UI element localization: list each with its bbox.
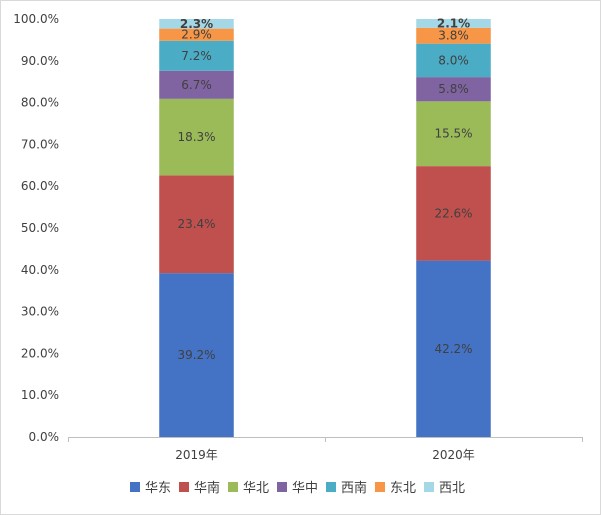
data-labels: 39.2% 23.4% 18.3% 6.7% 7.2% 2.9%2.3% 42.2% 22.6… [177,16,472,362]
legend-swatch [375,482,385,492]
legend-label: 西南 [341,480,367,496]
y-tick-label: 10.0% [21,388,59,402]
legend-label: 华北 [243,481,269,496]
y-axis: 0.0% 10.0% 20.0% 30.0% 40.0% 50.0% 60.0% 70.0% 8… [13,12,59,444]
data-label: 2.1% [437,16,470,30]
data-label: 22.6% [434,206,472,220]
y-tick-label: 40.0% [21,263,59,277]
legend-swatch [424,482,434,492]
bar-segment [416,77,491,102]
legend-label: 西北 [439,481,465,496]
legend-label: 华南 [194,480,220,496]
bars [159,19,491,437]
y-tick-label: 100.0% [13,12,59,26]
bar-segment [416,19,491,28]
bar-segment [159,70,234,99]
legend-swatch [326,482,336,492]
y-tick-label: 0.0% [29,430,60,444]
bar-segment [159,98,234,176]
y-tick-label: 60.0% [21,179,59,193]
legend-label: 华东 [145,481,171,496]
bar-segment [416,101,491,167]
legend-swatch [130,482,140,492]
y-tick-label: 70.0% [21,137,59,151]
data-label: 39.2% [177,348,215,362]
data-label: 7.2% [181,49,212,63]
y-tick-label: 30.0% [21,305,59,319]
y-tick-label: 90.0% [21,54,59,68]
y-tick-label: 50.0% [21,221,59,235]
legend: 华东 华南 华北 华中 西南 东北 西北 [130,480,465,496]
bar-segment [159,40,234,71]
legend-swatch [179,482,189,492]
data-label: 3.8% [438,29,469,43]
data-label: 42.2% [434,342,472,356]
legend-swatch [228,482,238,492]
data-label: 23.4% [177,217,215,231]
bar-segment [159,19,234,29]
bar-segment [159,175,234,274]
x-tick-label: 2019年 [175,448,218,462]
bar-segment [416,27,491,44]
data-label: 2.3% [180,17,213,31]
bar-segment [416,43,491,78]
data-label: 5.8% [438,82,469,96]
bar-segment [159,28,234,41]
y-tick-label: 80.0% [21,96,59,110]
x-axis: 2019年 2020年 [68,437,583,462]
bar-segment [416,166,491,261]
legend-label: 东北 [390,481,416,496]
data-label: 8.0% [438,53,469,67]
legend-label: 华中 [292,481,318,496]
bar-segment [159,273,234,437]
data-label: 2.9% [181,28,212,42]
y-tick-label: 20.0% [21,346,59,360]
data-label: 15.5% [434,127,472,141]
legend-swatch [277,482,287,492]
bar-segment [416,260,491,437]
data-label: 18.3% [177,130,215,144]
x-tick-label: 2020年 [432,448,475,462]
data-label: 6.7% [181,78,212,92]
